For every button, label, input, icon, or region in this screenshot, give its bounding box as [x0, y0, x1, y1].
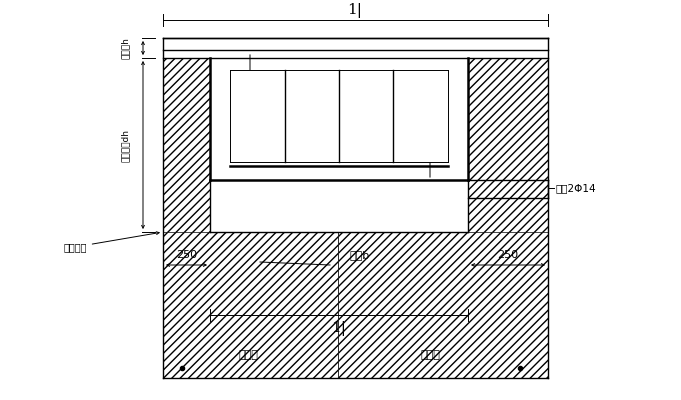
Bar: [163, 38, 548, 58]
Text: 填充墙: 填充墙: [420, 350, 440, 360]
Text: 附加梁高dh: 附加梁高dh: [121, 128, 129, 162]
Bar: [163, 232, 338, 378]
Text: 1|: 1|: [332, 320, 347, 336]
Text: ≥La: ≥La: [289, 110, 311, 120]
Bar: [210, 58, 468, 180]
Bar: [468, 58, 548, 378]
Text: 梁深高h: 梁深高h: [121, 37, 129, 59]
Bar: [338, 232, 548, 378]
Text: 梁刧2Φ14: 梁刧2Φ14: [555, 183, 596, 193]
Bar: [230, 70, 448, 162]
Text: 门宽b: 门宽b: [350, 250, 370, 260]
Text: 填充墙: 填充墙: [238, 350, 258, 360]
Text: 250: 250: [176, 250, 197, 260]
Text: 1|: 1|: [347, 2, 362, 18]
Bar: [163, 58, 210, 378]
Text: 洞顶标高: 洞顶标高: [63, 232, 159, 252]
Text: 250: 250: [497, 250, 518, 260]
